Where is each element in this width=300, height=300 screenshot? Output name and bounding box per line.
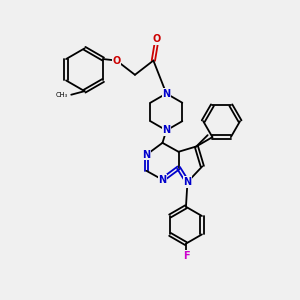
Text: N: N <box>162 125 170 135</box>
Text: O: O <box>112 56 121 65</box>
Text: N: N <box>183 177 191 187</box>
Text: CH₃: CH₃ <box>56 92 68 98</box>
Text: O: O <box>153 34 161 44</box>
Text: N: N <box>142 150 151 160</box>
Text: F: F <box>183 251 189 261</box>
Text: N: N <box>158 175 166 185</box>
Text: N: N <box>162 88 170 98</box>
